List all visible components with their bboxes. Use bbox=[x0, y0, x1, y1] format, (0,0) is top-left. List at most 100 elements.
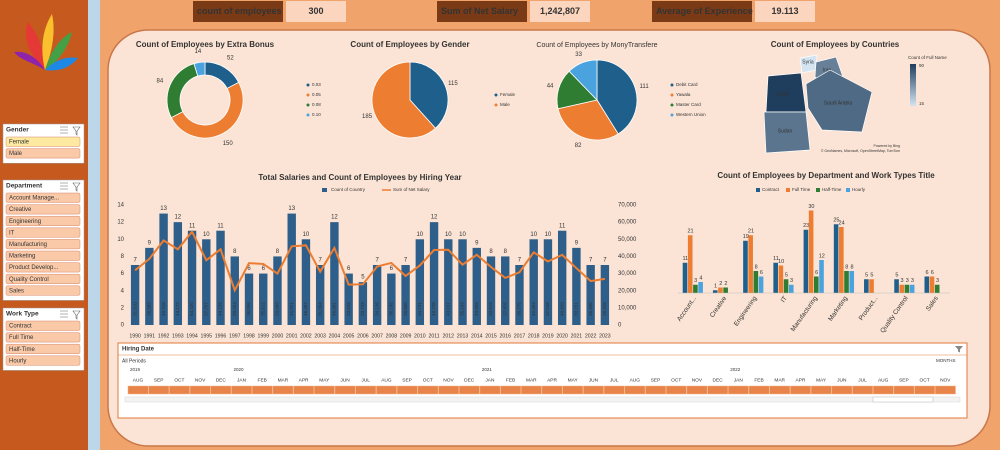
slicer-item[interactable] bbox=[5, 320, 81, 331]
country-label: Egypt bbox=[777, 91, 790, 97]
slicer-item[interactable] bbox=[5, 204, 81, 215]
bar bbox=[753, 271, 759, 293]
timeline-bar[interactable] bbox=[458, 385, 480, 395]
timeline-bar[interactable] bbox=[893, 385, 915, 395]
timeline-bar[interactable] bbox=[748, 385, 770, 395]
slicer-item[interactable] bbox=[5, 355, 81, 366]
timeline-bar[interactable] bbox=[583, 385, 604, 395]
bar bbox=[415, 239, 425, 325]
chart-title: Count of Employees by Countries bbox=[771, 40, 900, 49]
slicer-item[interactable] bbox=[5, 136, 81, 147]
timeline-bar[interactable] bbox=[686, 385, 708, 395]
timeline-bar[interactable] bbox=[728, 385, 749, 395]
timeline-bar[interactable] bbox=[935, 385, 956, 395]
timeline-month: APR bbox=[795, 377, 805, 383]
timeline-bar[interactable] bbox=[148, 385, 170, 395]
legend-marker bbox=[756, 188, 760, 192]
slicer-item[interactable] bbox=[5, 332, 81, 343]
timeline-scroll-thumb[interactable] bbox=[872, 396, 934, 403]
timeline-bar[interactable] bbox=[169, 385, 190, 395]
timeline-month: MAY bbox=[568, 377, 579, 383]
x-tick-label: 2000 bbox=[272, 333, 284, 339]
slicer-item[interactable] bbox=[5, 227, 81, 238]
slicer-item[interactable] bbox=[5, 239, 81, 250]
timeline-bar[interactable] bbox=[314, 385, 335, 395]
x-tick-label: 2002 bbox=[300, 333, 312, 339]
x-tick-label: 2007 bbox=[371, 333, 383, 339]
y-tick-label: 6 bbox=[121, 271, 125, 277]
timeline-bar[interactable] bbox=[127, 385, 149, 395]
legend-marker bbox=[670, 113, 674, 117]
data-label: 6 bbox=[926, 270, 929, 276]
timeline-bar[interactable] bbox=[500, 385, 522, 395]
timeline-month: SEP bbox=[899, 377, 909, 383]
timeline-bar[interactable] bbox=[624, 385, 646, 395]
slicer-item[interactable] bbox=[5, 285, 81, 296]
timeline-bar[interactable] bbox=[562, 385, 584, 395]
data-label: 111 bbox=[640, 84, 650, 90]
slicer-item[interactable] bbox=[5, 343, 81, 354]
data-label: 45,001 bbox=[332, 302, 337, 316]
timeline-bar[interactable] bbox=[417, 385, 439, 395]
timeline-bar[interactable] bbox=[603, 385, 625, 395]
timeline-bar[interactable] bbox=[376, 385, 397, 395]
legend-marker bbox=[306, 93, 310, 97]
slicer-item[interactable] bbox=[5, 148, 81, 159]
timeline-bar[interactable] bbox=[210, 385, 232, 395]
timeline-bar[interactable] bbox=[872, 385, 894, 395]
timeline-bar[interactable] bbox=[355, 385, 377, 395]
timeline-bar[interactable] bbox=[479, 385, 501, 395]
timeline-bar[interactable] bbox=[790, 385, 811, 395]
y2-tick-label: 60,000 bbox=[618, 220, 637, 226]
timeline-bar[interactable] bbox=[521, 385, 542, 395]
data-label: 10 bbox=[545, 232, 552, 238]
pie-slice bbox=[193, 61, 206, 77]
timeline-bar[interactable] bbox=[645, 385, 666, 395]
slicer-item-label: Manufacturing bbox=[9, 242, 47, 248]
slicer-title: Gender bbox=[6, 127, 29, 134]
timeline-month: JAN bbox=[734, 377, 744, 383]
timeline-filter-icon[interactable] bbox=[955, 346, 963, 353]
slicer-item[interactable] bbox=[5, 192, 81, 203]
country[interactable] bbox=[805, 69, 873, 133]
timeline-bar[interactable] bbox=[231, 385, 252, 395]
data-label: 6 bbox=[262, 266, 266, 272]
data-label: 6 bbox=[760, 270, 763, 276]
timeline-bar[interactable] bbox=[541, 385, 563, 395]
timeline-month: OCT bbox=[920, 377, 930, 383]
legend-label: Male bbox=[500, 102, 510, 107]
legend-label: Western Union bbox=[676, 112, 706, 117]
timeline-bar[interactable] bbox=[438, 385, 459, 395]
timeline-bar[interactable] bbox=[707, 385, 729, 395]
timeline-bar[interactable] bbox=[810, 385, 832, 395]
timeline-bar[interactable] bbox=[396, 385, 418, 395]
slicer-icon[interactable] bbox=[60, 126, 81, 136]
timeline-bar[interactable] bbox=[852, 385, 873, 395]
bar bbox=[259, 273, 268, 325]
timeline-month: JAN bbox=[485, 377, 495, 383]
country[interactable] bbox=[763, 111, 811, 154]
timeline-scrollbar[interactable] bbox=[124, 396, 961, 403]
timeline-bar[interactable] bbox=[189, 385, 211, 395]
timeline-bar[interactable] bbox=[769, 385, 791, 395]
timeline-bar[interactable] bbox=[334, 385, 356, 395]
slicer-item[interactable] bbox=[5, 262, 81, 273]
slicer-item-label: Quality Control bbox=[9, 277, 49, 283]
timeline-month: JUN bbox=[589, 377, 599, 383]
timeline-bar[interactable] bbox=[272, 385, 294, 395]
timeline-bar[interactable] bbox=[831, 385, 853, 395]
slicer-item[interactable] bbox=[5, 250, 81, 261]
data-label: 7 bbox=[603, 258, 607, 264]
data-label: 10 bbox=[778, 259, 784, 265]
timeline-month: JUL bbox=[858, 377, 867, 383]
slicer-item[interactable] bbox=[5, 215, 81, 226]
slicer-icon[interactable] bbox=[60, 310, 81, 320]
timeline-bar[interactable] bbox=[293, 385, 315, 395]
timeline-bar[interactable] bbox=[251, 385, 273, 395]
timeline-bar[interactable] bbox=[914, 385, 936, 395]
timeline-bar[interactable] bbox=[665, 385, 687, 395]
slicer-icon[interactable] bbox=[60, 182, 81, 192]
slicer-item[interactable] bbox=[5, 273, 81, 284]
legend-marker bbox=[494, 93, 498, 97]
